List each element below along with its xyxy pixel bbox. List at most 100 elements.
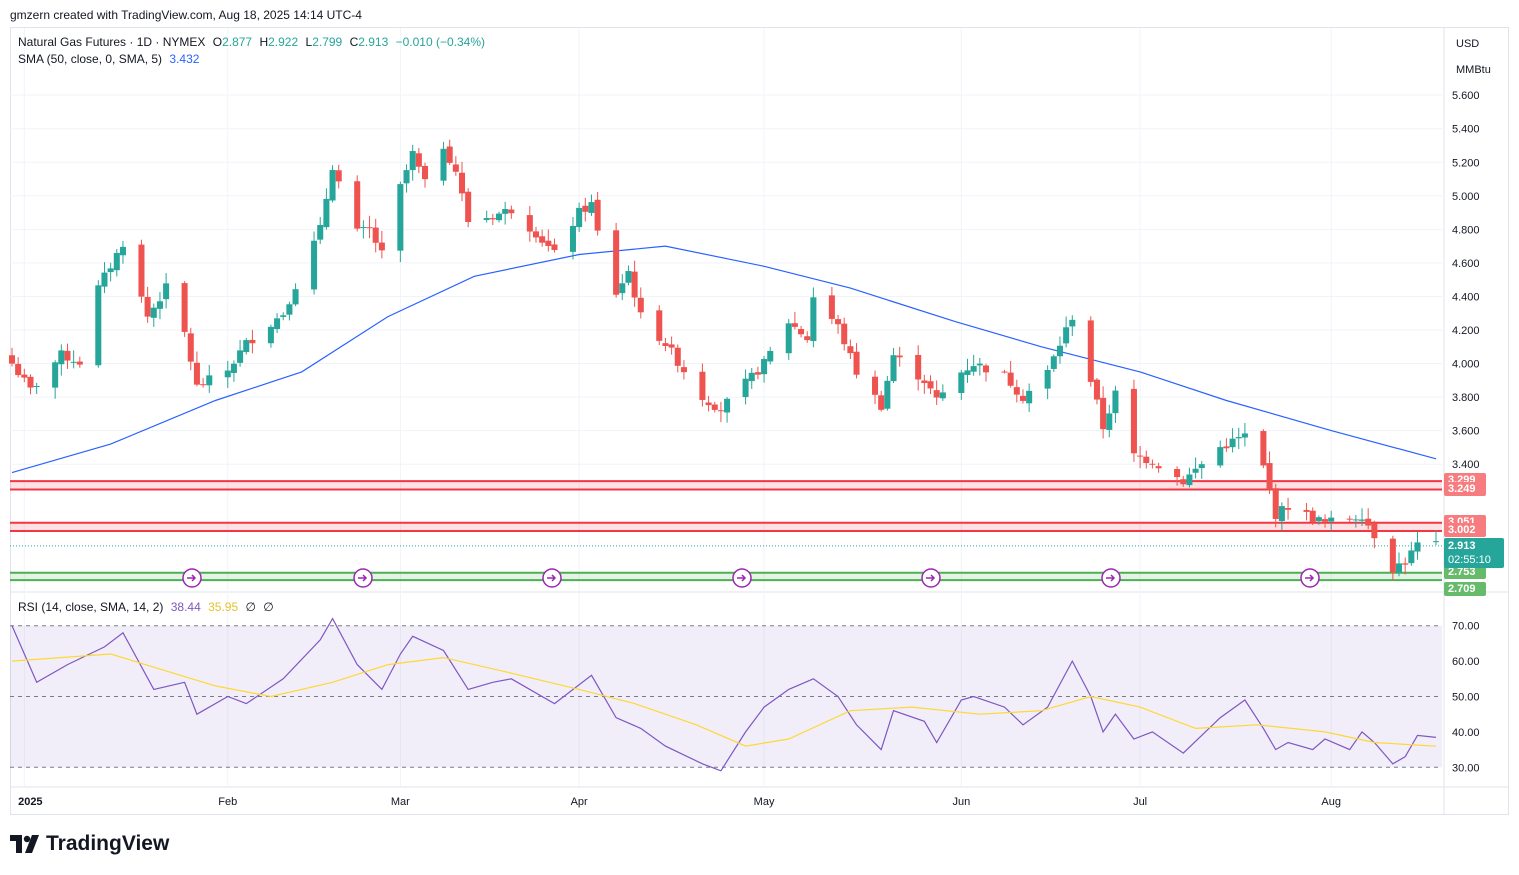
rsi-tick-label: 40.00 [1452,727,1480,739]
candle-body [539,236,546,243]
time-tick-label: Jun [952,796,970,808]
candle-body [1352,519,1359,521]
candle-body [119,246,126,256]
candle-body [970,366,977,372]
candle-body [982,365,990,373]
candle-body [21,374,28,378]
resistance-bottom-tag: 3.249 [1444,481,1486,496]
rsi-legend[interactable]: RSI (14, close, SMA, 14, 2) 38.44 35.95 … [18,600,278,614]
candle-body [465,191,472,223]
rsi-band [10,625,1442,768]
candle-body [144,296,151,317]
chart-header: gmzern created with TradingView.com, Aug… [10,8,362,22]
currency-label[interactable]: USD [1456,38,1480,50]
rsi-tick-label: 50.00 [1452,692,1480,704]
candle-body [360,227,367,229]
event-marker-icon[interactable] [732,568,752,588]
candle-body [896,355,903,358]
event-marker-arrow [1106,574,1116,582]
candle-body [619,283,626,294]
low-value: 2.799 [312,35,343,49]
candle-body [1130,388,1137,454]
event-marker-icon[interactable] [353,568,373,588]
candle-body [915,354,922,380]
price-tick-label: 3.600 [1452,426,1480,438]
candle-body [884,380,891,409]
high-value: 2.922 [268,35,299,49]
event-marker-icon[interactable] [182,568,202,588]
rsi-value: 38.44 [170,600,201,614]
low-label: L [305,35,313,49]
event-marker-icon[interactable] [542,568,562,588]
close-label: C [349,35,359,49]
unit-label[interactable]: MMBtu [1456,64,1491,76]
candle-body [317,225,324,240]
candle-body [397,184,404,251]
price-tick-label: 3.400 [1452,459,1480,471]
candle-body [1260,431,1267,466]
candle-body [1186,474,1193,486]
close-value: 2.913 [358,35,389,49]
candle-body [742,378,749,398]
candle-body [526,215,533,232]
symbol-name[interactable]: Natural Gas Futures · 1D · NYMEX [18,35,206,49]
price-tick-label: 4.000 [1452,359,1480,371]
chart-frame [10,27,1509,815]
candle-body [27,376,34,388]
candle-body [502,209,509,214]
sma-label: SMA (50, close, 0, SMA, 5) [18,52,163,66]
sma-legend[interactable]: SMA (50, close, 0, SMA, 5) 3.432 [18,52,203,66]
candle-body [292,289,299,305]
candle-body [138,244,145,297]
candle-body [70,361,77,363]
grid [10,28,1508,814]
candle-body [101,272,108,287]
candle-body [1044,369,1051,389]
event-marker-icon[interactable] [1300,568,1320,588]
time-tick-label: Feb [218,796,237,808]
candle-body [206,375,213,386]
candle-body [286,304,293,315]
price-tick-label: 5.200 [1452,157,1480,169]
time-tick-label: Aug [1321,796,1341,808]
candle-body [699,371,706,400]
candle-body [594,199,601,231]
candle-body [1198,464,1205,469]
candle-body [249,339,256,344]
candle-body [668,344,675,348]
candle-body [1013,387,1020,395]
candle-body [323,198,330,228]
event-marker-icon[interactable] [921,568,941,588]
candle-body [1174,469,1181,478]
candle-body [1408,550,1415,564]
candle-body [878,395,885,410]
candle-body [446,146,453,163]
candle-body [1149,463,1156,465]
candle-body [495,213,503,221]
candle-body [785,323,792,354]
candle-body [156,301,163,309]
event-marker-arrow [926,574,936,582]
rsi-extra-2: ∅ [263,600,274,614]
level-zones [10,480,1442,582]
candle-body [964,370,971,375]
resistance-zone [10,481,1442,490]
candle-body [8,355,16,364]
rsi-tick-label: 70.00 [1452,621,1480,633]
candle-body [711,404,718,410]
candle-body [791,323,798,327]
candle-body [181,283,188,332]
candle-body [1093,379,1100,400]
candle-body [1155,466,1162,469]
time-tick-label: Jul [1133,796,1147,808]
rsi-tick-label: 30.00 [1452,762,1480,774]
candles [8,139,1440,581]
candle-body [680,367,687,373]
candle-body [576,207,583,228]
candle-body [551,244,558,251]
event-marker-icon[interactable] [1101,568,1121,588]
event-marker-arrow [358,574,368,582]
candle-body [1223,446,1230,449]
sma-50-line [11,245,1437,474]
